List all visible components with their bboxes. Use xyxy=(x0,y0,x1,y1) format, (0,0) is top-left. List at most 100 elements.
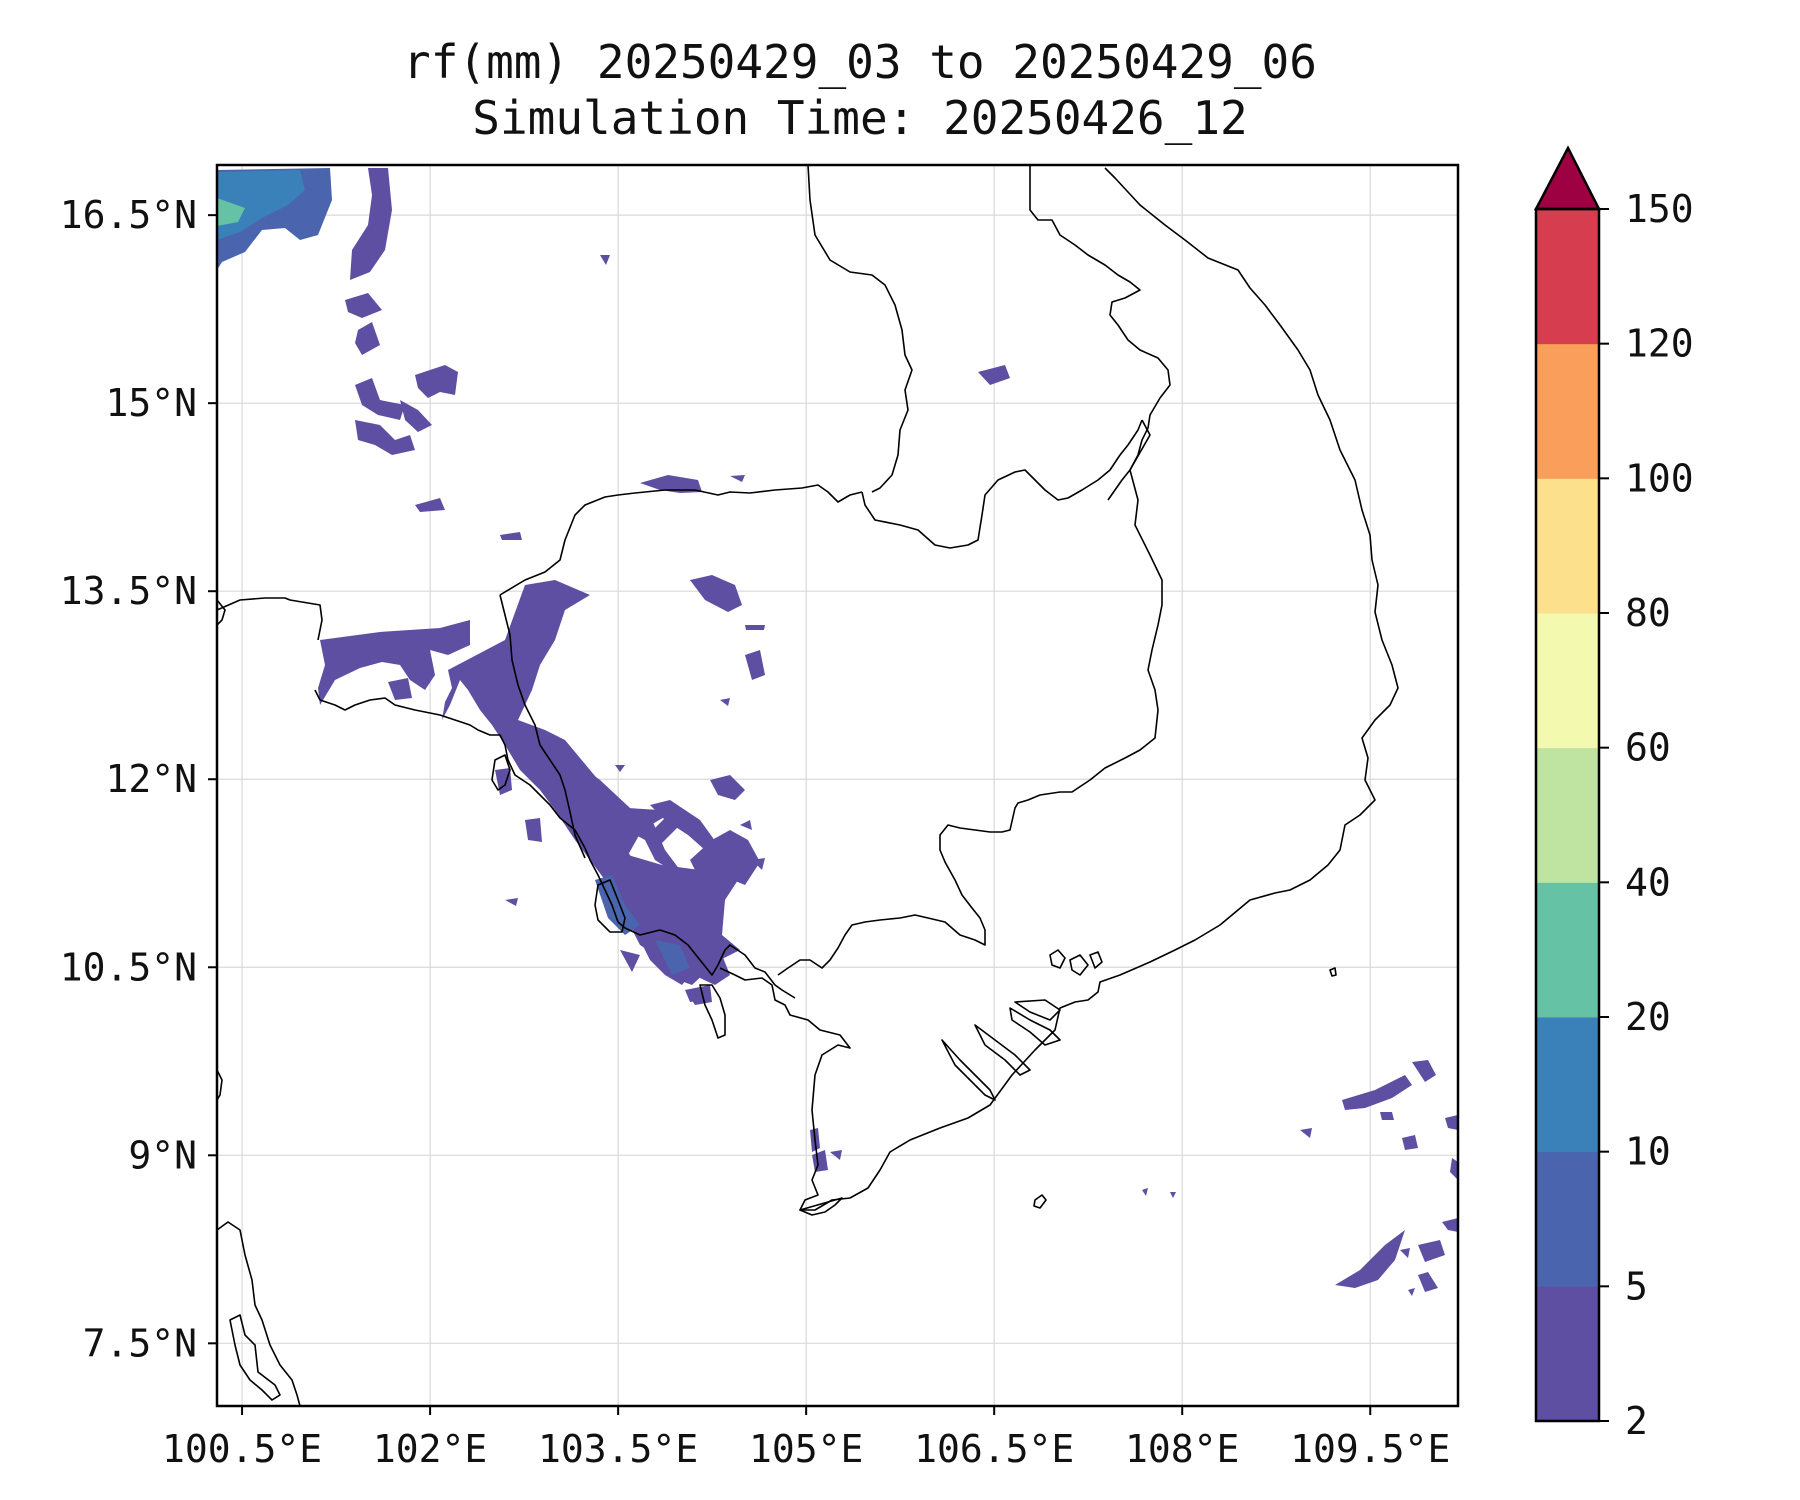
title-line-2: Simulation Time: 20250426_12 xyxy=(472,91,1247,145)
rain-area-se-sea-14 xyxy=(1142,1188,1148,1196)
rain-area-nw-peak xyxy=(217,198,245,226)
map-background xyxy=(217,165,1458,1406)
x-tick-label: 108°E xyxy=(1125,1427,1239,1471)
coastline-islands xyxy=(1049,949,1337,977)
coastline-gulf-west xyxy=(217,599,301,1406)
rain-area-gulf-far-se xyxy=(690,830,760,895)
rain-area-east-1 xyxy=(690,575,742,612)
rain-area-east-2 xyxy=(745,650,765,680)
rain-area-north-8 xyxy=(500,532,522,540)
rain-area-north-4 xyxy=(355,420,415,455)
colorbar-segment xyxy=(1536,882,1599,1018)
rain-area-se-sea-2 xyxy=(1412,1060,1436,1082)
border-cambodia-vietnam xyxy=(777,419,1163,976)
rain-area-east-7 xyxy=(720,698,730,706)
rain-area-gulf-east xyxy=(540,740,712,915)
x-tick-label: 103.5°E xyxy=(538,1427,698,1471)
colorbar-tick-label: 2 xyxy=(1625,1399,1648,1443)
y-tick-label: 9°N xyxy=(128,1133,197,1177)
rain-area-se-sea-12 xyxy=(1400,1248,1410,1258)
y-tick-label: 12°N xyxy=(105,757,197,801)
rain-area-se-sea-1 xyxy=(1342,1075,1412,1110)
colorbar-tick-label: 5 xyxy=(1625,1264,1648,1308)
rain-area-ca-mau-2 xyxy=(812,1150,828,1172)
x-tick-label: 100.5°E xyxy=(162,1427,322,1471)
colorbar-tick-label: 40 xyxy=(1625,860,1671,904)
rain-area-east-8 xyxy=(615,765,625,772)
y-tick-label: 15°N xyxy=(105,381,197,425)
rain-area-phu-quoc xyxy=(685,985,712,1005)
rain-area-gulf-core-2 xyxy=(655,940,690,975)
rain-area-se-sea-3 xyxy=(1380,1112,1394,1120)
x-tick-label: 109.5°E xyxy=(1290,1427,1450,1471)
map-frame xyxy=(215,163,1460,1408)
colorbar-frame xyxy=(1534,207,1601,1423)
y-tick-label: 7.5°N xyxy=(83,1321,197,1365)
colorbar-segment xyxy=(1536,343,1599,479)
coastline-phu-quoc xyxy=(699,984,1047,1216)
colorbar-segment xyxy=(1536,209,1599,345)
rain-area-east-3 xyxy=(745,625,765,630)
y-tick-label: 13.5°N xyxy=(60,569,197,613)
rain-area-se-sea-8 xyxy=(1335,1230,1405,1288)
coastline-vietnam xyxy=(719,167,1399,1211)
rain-area-gulf-6 xyxy=(620,950,640,972)
colorbar-tick-label: 60 xyxy=(1625,726,1671,770)
geography-layer xyxy=(217,165,1399,1406)
colorbar-tick-label: 120 xyxy=(1625,322,1694,366)
rain-area-gulf-5 xyxy=(695,955,730,985)
border-laos-cambodia xyxy=(861,419,1143,549)
colorbar-tick-label: 150 xyxy=(1625,187,1694,231)
rainfall-layer xyxy=(217,168,1458,1296)
rain-area-se-sea-6 xyxy=(1300,1128,1312,1138)
colorbar-segment xyxy=(1536,1017,1599,1153)
coastline-gulf-north xyxy=(314,689,796,999)
rain-area-east-5 xyxy=(740,820,752,830)
coastline-koh-kong xyxy=(491,754,626,933)
title-line-1: rf(mm) 20250429_03 to 20250429_06 xyxy=(403,35,1317,89)
rain-area-gulf-se xyxy=(650,800,718,850)
rain-area-north-9 xyxy=(640,475,702,493)
rain-area-se-sea-9 xyxy=(1418,1240,1445,1262)
rain-area-north-12 xyxy=(730,475,745,482)
colorbar-segment xyxy=(1536,747,1599,883)
coastline-mekong-delta xyxy=(941,999,1061,1101)
colorbar-tick-label: 100 xyxy=(1625,456,1694,500)
rain-area-north-11 xyxy=(600,255,610,265)
rain-area-se-sea-15 xyxy=(1170,1192,1176,1198)
rain-area-gulf-core xyxy=(595,875,640,935)
rain-area-north-1 xyxy=(345,293,382,318)
colorbar-ticks: 2 5 10 20 40 60 80 100 120 150 xyxy=(1599,187,1694,1443)
colorbar-segments xyxy=(1536,209,1599,1422)
rain-area-thai-coast-2 xyxy=(388,678,412,700)
rain-area-se-sea-7 xyxy=(1450,1158,1458,1180)
y-tick-label: 16.5°N xyxy=(60,193,197,237)
colorbar-segment xyxy=(1536,1151,1599,1287)
colorbar-tick-label: 20 xyxy=(1625,995,1671,1039)
border-laos-vietnam xyxy=(1029,165,1171,501)
rain-area-east-4 xyxy=(710,775,745,800)
x-tick-label: 106.5°E xyxy=(914,1427,1074,1471)
y-tick-label: 10.5°N xyxy=(60,945,197,989)
colorbar-tick-label: 10 xyxy=(1625,1130,1671,1174)
x-axis: 100.5°E 102°E 103.5°E 105°E 106.5°E 108°E 109.… xyxy=(162,1406,1450,1471)
rain-area-sea-1 xyxy=(525,818,542,842)
colorbar-tick-label: 80 xyxy=(1625,591,1671,635)
colorbar-extend-arrow xyxy=(1533,145,1602,211)
rain-area-north-3 xyxy=(355,378,405,420)
border-laos-thailand xyxy=(807,165,913,493)
colorbar-segment xyxy=(1536,613,1599,749)
x-tick-label: 105°E xyxy=(749,1427,863,1471)
colorbar-segment xyxy=(1536,1286,1599,1422)
rain-area-north-5 xyxy=(415,365,458,398)
rain-area-north-6 xyxy=(400,400,432,432)
border-thailand-cambodia xyxy=(217,484,863,859)
rain-area-nw-core xyxy=(217,170,305,240)
rain-area-se-sea-5 xyxy=(1402,1135,1418,1150)
rain-area-se-sea-11 xyxy=(1442,1218,1458,1232)
rain-area-north-2 xyxy=(355,322,380,355)
rain-area-se-sea-13 xyxy=(1408,1288,1415,1296)
rain-area-se-sea-10 xyxy=(1418,1272,1438,1292)
rain-area-thai-coast xyxy=(318,620,470,705)
